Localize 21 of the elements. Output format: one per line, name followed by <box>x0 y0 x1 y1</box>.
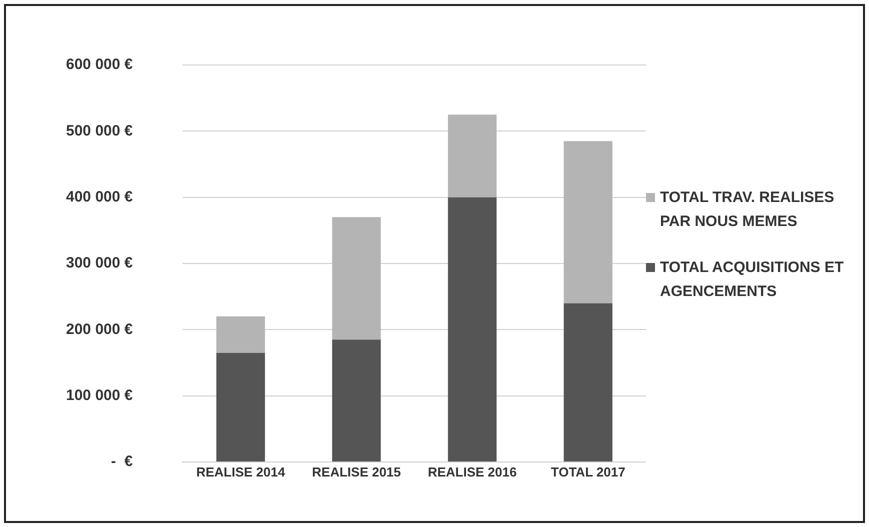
bar <box>448 197 497 462</box>
legend-label: TOTAL TRAV. REALISES PAR NOUS MEMES <box>660 188 836 232</box>
y-tick-label: 600 000 € <box>66 56 134 74</box>
x-tick-label: REALISE 2016 <box>428 464 517 480</box>
x-tick-label: REALISE 2014 <box>196 464 286 480</box>
y-tick-label: 100 000 € <box>66 386 134 404</box>
bar <box>332 217 381 340</box>
y-tick-label: 500 000 € <box>66 122 134 140</box>
bar <box>564 141 612 304</box>
bar <box>564 303 612 462</box>
bar <box>332 340 381 462</box>
bar <box>448 114 497 198</box>
x-tick-label: REALISE 2015 <box>312 464 401 480</box>
y-tick-label: - € <box>111 453 134 470</box>
y-tick-label: 400 000 € <box>66 188 134 206</box>
x-tick-label: TOTAL 2017 <box>550 464 626 480</box>
bar <box>216 352 265 462</box>
legend-label: TOTAL ACQUISITIONS ET AGENCEMENTS <box>660 258 845 302</box>
bar <box>216 316 265 353</box>
y-tick-label: 300 000 € <box>66 254 134 272</box>
y-tick-label: 200 000 € <box>66 320 134 338</box>
